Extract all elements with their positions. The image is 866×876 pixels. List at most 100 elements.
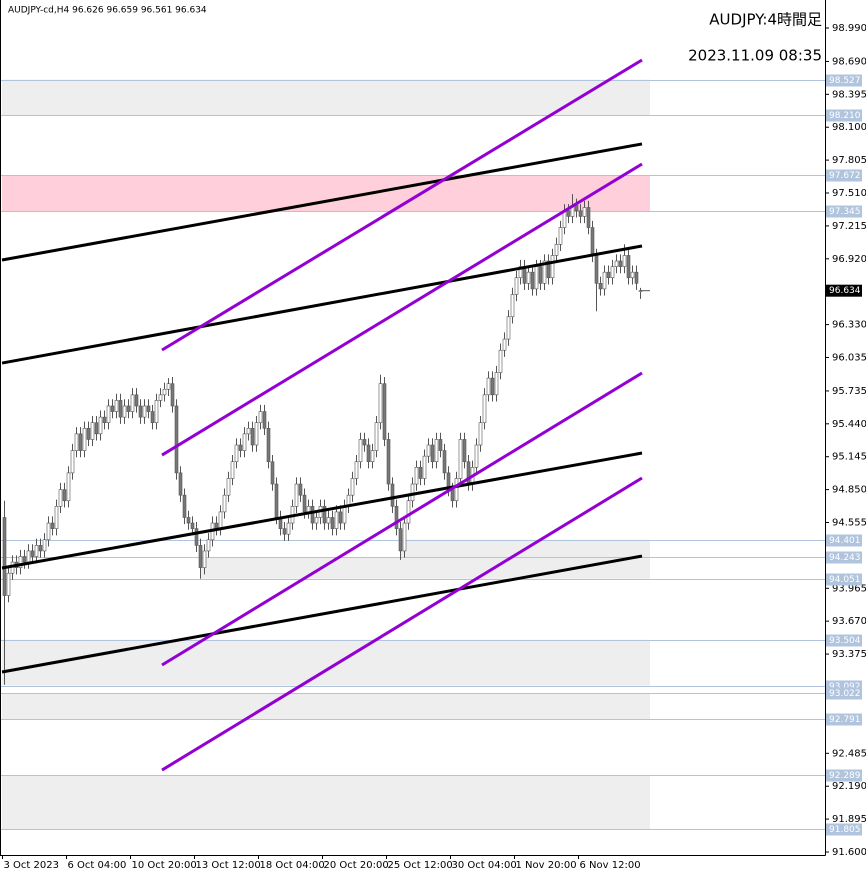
candle-body bbox=[146, 405, 151, 412]
candle-body bbox=[526, 271, 531, 284]
level-label: 92.289 bbox=[829, 771, 861, 781]
x-tick-label: 30 Oct 04:00 bbox=[452, 860, 517, 871]
y-tick-label: 94.555 bbox=[832, 518, 866, 529]
candle-body bbox=[258, 411, 263, 424]
x-tick-label: 10 Oct 20:00 bbox=[132, 860, 197, 871]
last-price-box bbox=[826, 284, 862, 297]
zone bbox=[2, 693, 650, 720]
candle-body bbox=[194, 528, 199, 546]
trendline bbox=[1, 244, 643, 365]
candle-body bbox=[326, 517, 331, 524]
level-label-box bbox=[826, 169, 862, 182]
trendline bbox=[1, 554, 643, 674]
candle-body bbox=[138, 405, 143, 418]
candle-body bbox=[566, 210, 571, 217]
candle-body bbox=[442, 450, 447, 474]
candle-body bbox=[518, 266, 523, 279]
candle-body bbox=[22, 556, 27, 563]
y-tick-label: 94.850 bbox=[832, 485, 866, 496]
candle-body bbox=[338, 511, 343, 524]
level-label-box bbox=[826, 74, 862, 87]
annotation: AUDJPY:4時間足 bbox=[709, 11, 822, 29]
candle-body bbox=[38, 545, 43, 552]
candle-body bbox=[306, 506, 311, 513]
candle-body bbox=[310, 506, 315, 524]
candle-body bbox=[246, 427, 251, 435]
candle-body bbox=[334, 511, 339, 529]
y-tick-label: 91.600 bbox=[832, 847, 866, 858]
level-label-box bbox=[826, 205, 862, 218]
candle-body bbox=[294, 483, 299, 507]
trendline bbox=[1, 451, 643, 570]
y-tick-label: 96.920 bbox=[832, 254, 866, 265]
candle-body bbox=[414, 467, 419, 485]
candle-body bbox=[538, 266, 543, 284]
candle-body bbox=[58, 489, 63, 507]
candle-body bbox=[78, 433, 83, 451]
y-tick-label: 97.215 bbox=[832, 221, 866, 232]
candle-body bbox=[46, 522, 51, 541]
level-label-box bbox=[826, 634, 862, 647]
level-label-box bbox=[826, 551, 862, 564]
candle-body bbox=[6, 572, 11, 596]
y-tick-label: 93.670 bbox=[832, 616, 866, 627]
candle-body bbox=[342, 506, 347, 524]
candle-body bbox=[98, 416, 103, 435]
candle-body bbox=[350, 478, 355, 496]
candle-body bbox=[82, 427, 87, 451]
x-tick-label: 3 Oct 2023 bbox=[4, 860, 59, 871]
level-label-box bbox=[826, 109, 862, 122]
level-label: 91.805 bbox=[829, 825, 861, 835]
candle-body bbox=[606, 271, 611, 279]
candle-body bbox=[26, 550, 31, 563]
y-tick-label: 98.690 bbox=[832, 56, 866, 67]
y-tick-label: 95.440 bbox=[832, 419, 866, 430]
candle-body bbox=[406, 500, 411, 524]
candle-body bbox=[438, 439, 443, 451]
candle-body bbox=[402, 522, 407, 552]
candle-body bbox=[462, 439, 467, 463]
y-tick-label: 97.805 bbox=[832, 155, 866, 166]
level-label: 93.504 bbox=[829, 636, 861, 646]
annotation: 2023.11.09 08:35 bbox=[688, 47, 822, 65]
candle-body bbox=[486, 377, 491, 396]
candle-body bbox=[70, 450, 75, 474]
candle-body bbox=[230, 461, 235, 479]
candle-body bbox=[430, 444, 435, 463]
candle-body bbox=[370, 450, 375, 463]
candle-body bbox=[66, 472, 71, 502]
candle-body bbox=[510, 294, 515, 318]
y-tick-label: 98.100 bbox=[832, 122, 866, 133]
trendline bbox=[161, 58, 643, 352]
candle-body bbox=[218, 511, 223, 529]
level-label: 92.791 bbox=[829, 715, 861, 725]
trendline bbox=[1, 142, 643, 262]
zones bbox=[2, 79, 650, 830]
candle-body bbox=[454, 478, 459, 502]
y-tick-label: 93.375 bbox=[832, 649, 866, 660]
candle-body bbox=[206, 539, 211, 552]
candle-body bbox=[226, 478, 231, 496]
candle-body bbox=[250, 427, 255, 446]
trendline bbox=[161, 162, 643, 457]
candle-body bbox=[618, 260, 623, 267]
candle-body bbox=[630, 271, 635, 279]
candle-body bbox=[254, 422, 259, 446]
x-tick-label: 6 Oct 04:00 bbox=[68, 860, 127, 871]
candle-body bbox=[18, 556, 23, 568]
level-label: 97.345 bbox=[829, 207, 861, 217]
candle-body bbox=[234, 444, 239, 463]
y-tick-label: 95.145 bbox=[832, 452, 866, 463]
candle-body bbox=[2, 517, 7, 596]
candle-body bbox=[34, 545, 39, 557]
level-label: 93.092 bbox=[829, 682, 861, 692]
candle-body bbox=[262, 411, 267, 429]
candle-body bbox=[506, 316, 511, 340]
candle-body bbox=[154, 400, 159, 424]
candle-body bbox=[322, 506, 327, 524]
candle-body bbox=[458, 439, 463, 479]
candle-body bbox=[282, 528, 287, 535]
candle-body bbox=[398, 528, 403, 552]
candle-body bbox=[114, 400, 119, 412]
candle-body bbox=[474, 444, 479, 468]
